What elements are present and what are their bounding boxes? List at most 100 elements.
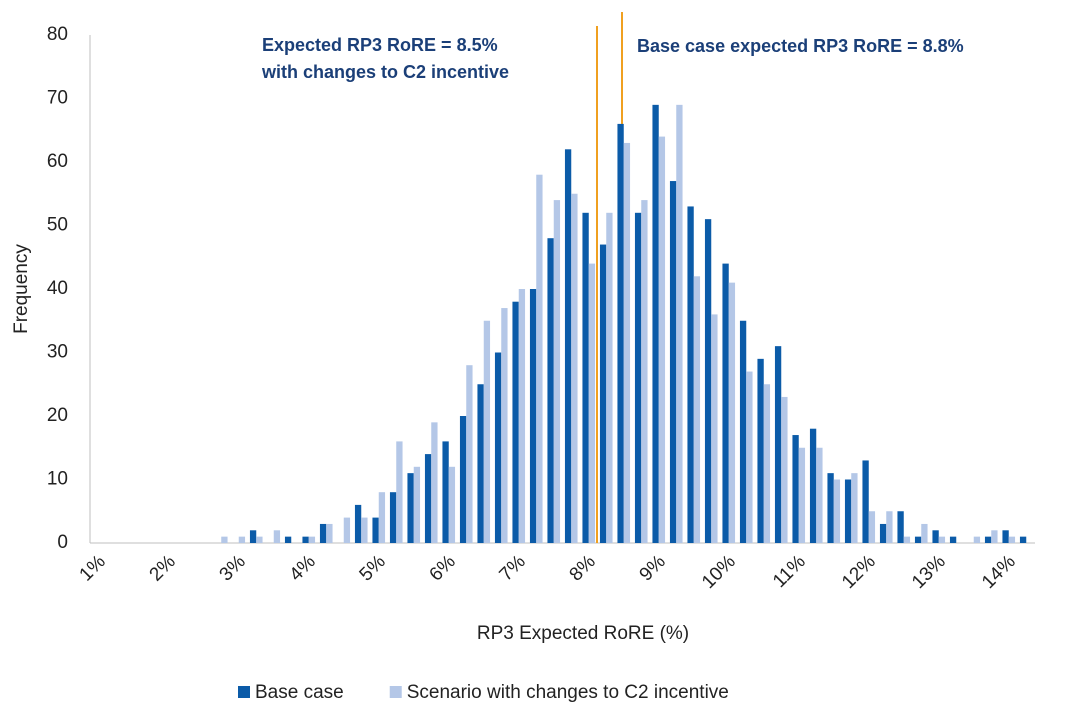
bar [868, 511, 876, 543]
bar [851, 473, 858, 543]
bar [599, 244, 607, 544]
bar [407, 473, 414, 543]
bar [1019, 536, 1027, 543]
bar [862, 460, 869, 543]
y-tick-label: 50 [47, 215, 68, 236]
bar [798, 447, 806, 543]
y-tick-label: 0 [57, 532, 68, 553]
bar [984, 536, 992, 543]
x-tick-label: 12% [838, 551, 880, 593]
bar [938, 536, 946, 543]
bar [372, 517, 379, 543]
x-tick-label: 1% [76, 551, 110, 585]
bar [378, 492, 386, 543]
y-tick-label: 60 [47, 151, 68, 172]
bar [658, 136, 666, 543]
bar [249, 530, 257, 543]
y-axis-title: Frequency [11, 244, 32, 334]
bar [669, 181, 677, 544]
bar [704, 219, 712, 543]
bar [238, 536, 246, 543]
bar [1002, 530, 1009, 543]
bar [466, 365, 473, 543]
bar [547, 238, 554, 543]
bar [256, 536, 263, 543]
bar [424, 454, 432, 543]
x-tick-label: 6% [426, 551, 460, 585]
bar [273, 530, 281, 543]
bar [308, 536, 316, 543]
bar [973, 536, 981, 543]
bar [477, 384, 484, 543]
x-tick-label: 10% [698, 551, 740, 593]
bar [652, 104, 659, 543]
bar [326, 523, 333, 543]
bar [494, 352, 502, 543]
bar [617, 123, 624, 544]
bar [816, 447, 823, 543]
bar [991, 530, 998, 543]
bar [746, 371, 753, 543]
bar [448, 466, 456, 543]
annotation: Base case expected RP3 RoRE = 8.8% [637, 36, 964, 56]
bar [781, 396, 788, 543]
bar [623, 142, 631, 543]
y-tick-label: 40 [47, 278, 68, 299]
bar [949, 536, 957, 543]
bar [302, 536, 309, 543]
bar [389, 492, 397, 543]
bar [606, 212, 613, 544]
bar [879, 523, 887, 543]
bar [571, 193, 578, 543]
bar [634, 212, 642, 544]
bar [354, 504, 362, 543]
bar [711, 314, 718, 543]
x-tick-label: 3% [216, 551, 250, 585]
legend-swatch [238, 686, 250, 698]
bar [529, 289, 537, 543]
bar [564, 149, 572, 544]
legend-label: Scenario with changes to C2 incentive [407, 682, 729, 703]
bar [518, 289, 526, 543]
y-tick-label: 20 [47, 405, 68, 426]
bar [932, 530, 939, 543]
x-tick-label: 4% [286, 551, 320, 585]
bar [903, 536, 911, 543]
y-tick-label: 30 [47, 342, 68, 363]
bar [886, 511, 893, 543]
bar [483, 320, 491, 543]
bar [687, 206, 694, 543]
bar [343, 517, 351, 543]
x-tick-label: 9% [636, 551, 670, 585]
y-tick-label: 10 [47, 469, 68, 490]
annotation: Expected RP3 RoRE = 8.5% [262, 35, 498, 55]
bar [582, 212, 589, 544]
x-tick-label: 11% [769, 551, 810, 592]
x-tick-label: 13% [908, 551, 950, 593]
bar [897, 511, 904, 543]
bar [536, 174, 543, 543]
x-tick-label: 8% [566, 551, 600, 585]
bar [512, 301, 519, 543]
bar [641, 200, 648, 543]
bar [693, 276, 701, 543]
legend-swatch [389, 686, 402, 698]
bar [396, 441, 403, 543]
bar [844, 479, 852, 543]
bar [588, 263, 596, 543]
bar [827, 473, 834, 543]
bar [284, 536, 292, 543]
bar [763, 384, 771, 543]
bar [921, 523, 928, 543]
bar [792, 435, 799, 543]
bar [676, 104, 683, 543]
bar [413, 466, 421, 543]
x-tick-label: 14% [978, 551, 1020, 593]
y-tick-label: 70 [47, 88, 68, 109]
annotation: with changes to C2 incentive [261, 62, 509, 82]
bar [809, 428, 817, 543]
bar [914, 536, 922, 543]
bar [739, 320, 747, 543]
bar [459, 416, 467, 543]
